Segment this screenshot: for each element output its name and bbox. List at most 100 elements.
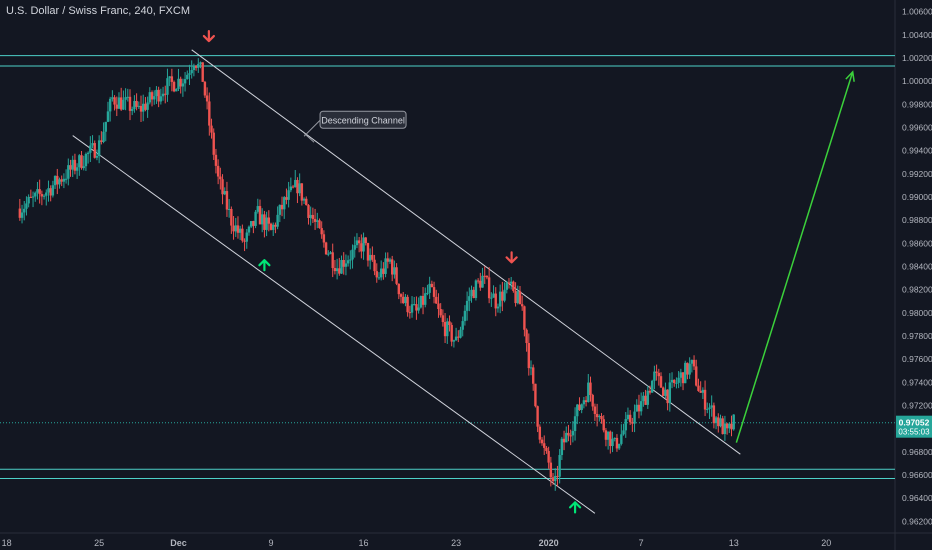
candle-body: [236, 225, 240, 233]
candle-body: [260, 214, 264, 225]
candle-body: [294, 179, 297, 188]
candle-body: [527, 343, 531, 369]
candle-body: [525, 329, 528, 344]
candle-body: [567, 432, 570, 436]
x-tick-label: 2020: [539, 538, 559, 548]
candle-body: [93, 143, 96, 158]
candle-body: [335, 268, 339, 272]
candle-body: [576, 404, 579, 417]
candle-body: [25, 203, 28, 209]
y-tick-label: 0.99200: [902, 169, 932, 179]
candle-body: [421, 295, 425, 305]
y-tick-label: 0.97600: [902, 354, 932, 364]
last-price-label: 0.97052: [899, 418, 930, 428]
candle-body: [179, 78, 182, 87]
candle-body: [298, 183, 301, 194]
candle-body: [208, 101, 211, 126]
candle-body: [216, 165, 220, 177]
candle-body: [117, 97, 121, 109]
candle-body: [287, 190, 290, 200]
candle-body: [227, 208, 231, 210]
candle-body: [675, 382, 678, 384]
candle-body: [267, 217, 271, 224]
candle-body: [452, 340, 456, 342]
candle-body: [562, 438, 566, 443]
candle-body: [373, 259, 376, 272]
candle-body: [311, 214, 315, 219]
candle-body: [80, 155, 83, 169]
candle-body: [371, 254, 374, 260]
candle-body: [175, 89, 178, 92]
candle-body: [47, 188, 50, 193]
candle-body: [71, 159, 74, 170]
candle-body: [265, 217, 268, 230]
candle-body: [177, 78, 180, 90]
candle-body: [241, 228, 244, 241]
candle-body: [349, 259, 352, 261]
candle-body: [598, 416, 601, 418]
candle-body: [384, 258, 387, 274]
candle-body: [677, 377, 680, 383]
y-tick-label: 0.97800: [902, 331, 932, 341]
candle-body: [18, 208, 22, 218]
candle-body: [128, 96, 132, 111]
chart-title: U.S. Dollar / Swiss Franc, 240, FXCM: [6, 5, 190, 17]
candle-body: [556, 475, 559, 477]
candle-body: [379, 268, 383, 278]
candle-body: [512, 281, 515, 291]
candle-body: [505, 282, 508, 290]
candle-body: [723, 423, 727, 435]
candle-body: [238, 228, 242, 233]
projection-line: [735, 71, 854, 443]
candle-body: [269, 223, 273, 230]
candle-body: [606, 431, 610, 440]
candle-body: [375, 271, 378, 278]
candle-body: [338, 268, 341, 274]
candle-body: [388, 259, 392, 262]
candle-body: [600, 416, 603, 420]
candle-body: [558, 455, 561, 477]
candle-body: [494, 293, 497, 309]
candle-body: [106, 111, 110, 122]
candle-body: [637, 404, 641, 412]
candle-body: [36, 189, 39, 193]
candle-body: [289, 186, 293, 191]
candle-body: [95, 156, 99, 158]
candle-body: [428, 283, 431, 293]
candle-body: [679, 372, 683, 378]
candle-body: [633, 411, 636, 424]
candle-body: [432, 287, 436, 297]
candle-body: [631, 422, 634, 424]
candle-body: [307, 205, 310, 218]
candle-body: [245, 232, 248, 242]
candle-body: [626, 414, 630, 420]
candle-body: [547, 450, 550, 463]
candle-body: [624, 419, 627, 431]
candle-body: [664, 389, 667, 396]
candle-body: [518, 291, 522, 305]
candle-body: [463, 310, 467, 322]
x-tick-label: 13: [729, 538, 739, 548]
candle-body: [443, 322, 447, 337]
candle-body: [249, 221, 253, 227]
candle-body: [534, 383, 537, 407]
candle-body: [507, 282, 511, 284]
candle-body: [75, 167, 79, 171]
y-tick-label: 1.00600: [902, 7, 932, 17]
candle-body: [144, 103, 147, 110]
candle-body: [272, 224, 275, 230]
candle-body: [150, 92, 154, 100]
candle-body: [725, 423, 729, 429]
candle-body: [712, 405, 716, 424]
candle-body: [485, 275, 489, 278]
candle-body: [31, 196, 35, 198]
candle-body: [593, 406, 597, 414]
candle-body: [368, 254, 372, 261]
candle-body: [276, 214, 279, 227]
candle-body: [159, 96, 163, 102]
candle-body: [446, 321, 449, 337]
candle-body: [104, 121, 107, 132]
callout-tail-0: [303, 119, 321, 137]
candle-body: [219, 176, 222, 180]
